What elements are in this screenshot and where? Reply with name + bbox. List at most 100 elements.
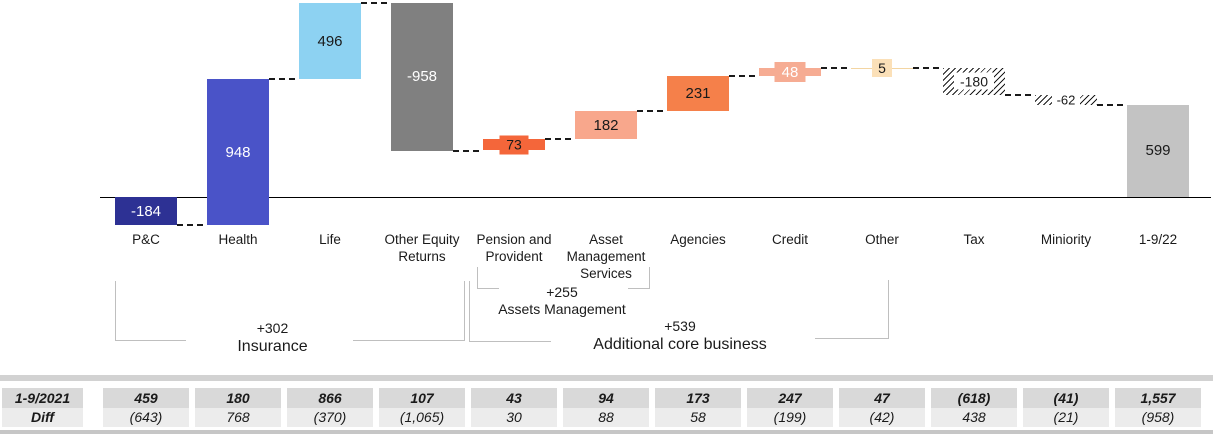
table-cell: 88 xyxy=(563,407,649,427)
bar-value-chip: 5 xyxy=(872,59,892,78)
table-cell: 47 xyxy=(839,388,925,408)
group-name: Insurance xyxy=(237,338,308,355)
table-cell: (618) xyxy=(931,388,1017,408)
connector-line xyxy=(821,67,851,70)
bar-1-922: 599 xyxy=(1127,104,1189,197)
category-label-line: Pension and xyxy=(476,232,552,247)
core-business-bracket-left xyxy=(469,281,551,342)
x-axis-line xyxy=(100,197,1211,198)
bar-life: 496 xyxy=(299,3,361,80)
table-cell: 438 xyxy=(931,407,1017,427)
table-cell: (1,065) xyxy=(379,407,465,427)
category-label: Credit xyxy=(738,231,842,248)
category-label-line: Credit xyxy=(771,232,808,247)
table-cell: (41) xyxy=(1023,388,1109,408)
category-label: 1-9/22 xyxy=(1106,231,1210,248)
table-cell: 173 xyxy=(655,388,741,408)
category-label-line: Life xyxy=(319,232,341,247)
connector-line xyxy=(177,224,207,227)
category-label-line: P&C xyxy=(132,232,160,247)
table-cell: 866 xyxy=(287,388,373,408)
category-label-line: Tax xyxy=(963,232,985,247)
connector-line xyxy=(1097,103,1127,106)
category-label-line: Health xyxy=(218,232,258,247)
connector-line xyxy=(729,74,759,77)
category-label: Tax xyxy=(922,231,1026,248)
connector-line xyxy=(1005,94,1035,97)
table-cell: (199) xyxy=(747,407,833,427)
group-label-assets-management: +255 Assets Management xyxy=(474,283,650,318)
bar-value-label: -958 xyxy=(406,68,438,86)
core-business-bracket-right xyxy=(815,280,889,339)
table-cell: 58 xyxy=(655,407,741,427)
bar-asset-management-services: 182 xyxy=(575,111,637,140)
group-label-insurance: +302 Insurance xyxy=(100,319,445,357)
category-label: Agencies xyxy=(646,231,750,248)
table-cell: 1,557 xyxy=(1115,388,1201,408)
category-label-line: Services xyxy=(580,266,632,281)
table-cell: (643) xyxy=(103,407,189,427)
table-cell: (370) xyxy=(287,407,373,427)
table-cell: (42) xyxy=(839,407,925,427)
table-cell: (958) xyxy=(1115,407,1201,427)
table-cell: 94 xyxy=(563,388,649,408)
category-label-line: Asset xyxy=(589,232,623,247)
category-label-line: Other Equity xyxy=(384,232,460,247)
bar-otherequity-returns: -958 xyxy=(391,3,453,151)
bar-value-chip: -180 xyxy=(954,72,994,90)
bar-value-label: 496 xyxy=(317,32,343,50)
category-label: Life xyxy=(278,231,382,248)
table-row-label: Diff xyxy=(2,407,83,427)
connector-line xyxy=(637,110,667,113)
category-label: Asset Management Services xyxy=(554,231,658,282)
bar-pc: -184 xyxy=(115,197,177,226)
table-cell: 30 xyxy=(471,407,557,427)
connector-line xyxy=(913,66,943,69)
bar-agencies: 231 xyxy=(667,75,729,112)
category-label-line: Returns xyxy=(398,249,446,264)
bar-value-label: 231 xyxy=(685,84,711,102)
table-top-border xyxy=(0,375,1213,381)
category-label-line: Agencies xyxy=(670,232,726,247)
category-label: Pension and Provident xyxy=(462,231,566,265)
bar-value-label: 948 xyxy=(225,143,251,161)
connector-line xyxy=(453,149,483,152)
assets-mgmt-bracket-right xyxy=(628,267,650,289)
table-cell: 768 xyxy=(195,407,281,427)
bar-value-label: 182 xyxy=(593,116,619,134)
table-cell: 43 xyxy=(471,388,557,408)
category-label: Miniority xyxy=(1014,231,1118,248)
connector-line xyxy=(269,78,299,81)
group-delta: +302 xyxy=(256,320,289,336)
category-label: Other xyxy=(830,231,934,248)
category-label: P&C xyxy=(94,231,198,248)
category-label-line: Miniority xyxy=(1040,232,1092,247)
table-bottom-border xyxy=(0,430,1213,434)
table-row-label: 1-9/2021 xyxy=(2,388,83,408)
table-cell: 247 xyxy=(747,388,833,408)
bar-value-label: -184 xyxy=(130,202,162,220)
table-cell: 180 xyxy=(195,388,281,408)
bar-value-chip: 73 xyxy=(499,135,529,155)
group-delta: +255 xyxy=(546,284,578,300)
bar-health: 948 xyxy=(207,79,269,226)
connector-line xyxy=(361,2,391,4)
group-label-core-business: +539 Additional core business xyxy=(470,317,890,355)
connector-line xyxy=(545,138,575,141)
insurance-bracket-left xyxy=(115,281,186,341)
group-delta: +539 xyxy=(664,318,696,334)
assets-mgmt-bracket-left xyxy=(477,267,499,289)
category-label: Other Equity Returns xyxy=(370,231,474,265)
bar-value-label: 599 xyxy=(1145,142,1171,160)
bar-value-chip: -62 xyxy=(1052,92,1080,108)
category-label-line: Provident xyxy=(485,249,543,264)
category-label-line: Management xyxy=(566,249,646,264)
table-cell: (21) xyxy=(1023,407,1109,427)
bar-value-chip: 48 xyxy=(774,62,806,82)
category-label-line: 1-9/22 xyxy=(1138,232,1178,247)
group-name: Additional core business xyxy=(593,336,767,353)
group-name: Assets Management xyxy=(498,301,626,317)
insurance-bracket-right xyxy=(353,281,465,341)
table-cell: 459 xyxy=(103,388,189,408)
